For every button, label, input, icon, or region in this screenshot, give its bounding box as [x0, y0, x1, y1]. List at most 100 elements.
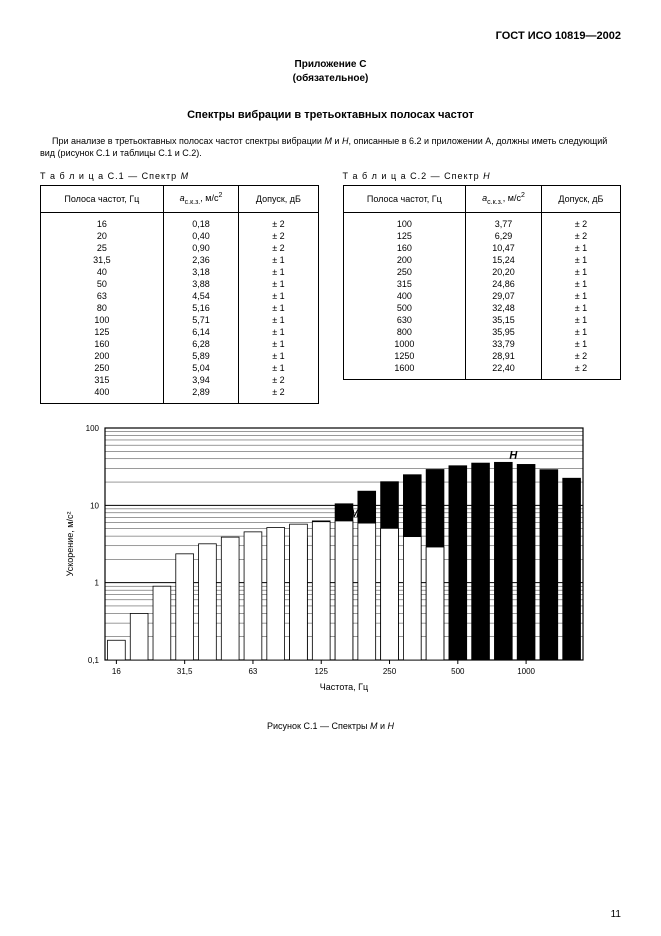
table-cell: ± 1	[239, 326, 318, 338]
table-cell: 3,77	[466, 213, 542, 231]
spectrum-chart: 0,11101001631,5631252505001000Ускорение,…	[61, 418, 601, 708]
table-cell: 0,40	[163, 230, 239, 242]
table-cell: 5,04	[163, 362, 239, 374]
table-row: 25020,20± 1	[343, 266, 621, 278]
chart-caption-h: H	[388, 721, 395, 731]
table-row: 1256,14± 1	[41, 326, 319, 338]
table-cell: 200	[41, 350, 164, 362]
table-row: 20015,24± 1	[343, 254, 621, 266]
svg-text:1: 1	[94, 579, 99, 588]
tables-row: Т а б л и ц а C.1 — Спектр M Полоса част…	[40, 171, 621, 404]
table-row: 160,18± 2	[41, 213, 319, 231]
table-cell: 1600	[343, 362, 466, 380]
table-c2-caption-letter: H	[483, 171, 491, 181]
table-cell: ± 2	[541, 213, 620, 231]
table-c2-h-acc-sub: с.к.з.	[487, 199, 503, 206]
table-cell: 28,91	[466, 350, 542, 362]
table-row: 1003,77± 2	[343, 213, 621, 231]
svg-text:M: M	[350, 508, 360, 520]
table-cell: 35,95	[466, 326, 542, 338]
table-cell: 50	[41, 278, 164, 290]
table-c1-h-tol: Допуск, дБ	[239, 186, 318, 213]
table-cell: 160	[343, 242, 466, 254]
table-cell: 10,47	[466, 242, 542, 254]
table-cell: ± 1	[541, 254, 620, 266]
table-row: 31,52,36± 1	[41, 254, 319, 266]
table-cell: 2,36	[163, 254, 239, 266]
table-cell: 200	[343, 254, 466, 266]
table-cell: ± 2	[541, 350, 620, 362]
table-cell: 2,89	[163, 386, 239, 404]
intro-letter-m: M	[324, 136, 332, 146]
table-cell: 31,5	[41, 254, 164, 266]
table-cell: 125	[41, 326, 164, 338]
table-c2-h-band: Полоса частот, Гц	[343, 186, 466, 213]
table-cell: 400	[41, 386, 164, 404]
table-cell: 20	[41, 230, 164, 242]
intro-paragraph: При анализе в третьоктавных полосах част…	[40, 135, 621, 159]
table-row: 250,90± 2	[41, 242, 319, 254]
table-row: 160022,40± 2	[343, 362, 621, 380]
table-cell: ± 2	[541, 230, 620, 242]
table-row: 31524,86± 1	[343, 278, 621, 290]
table-c2-h-acc-unit: , м/с	[503, 193, 521, 203]
table-cell: 63	[41, 290, 164, 302]
table-cell: ± 1	[239, 290, 318, 302]
table-c2-caption-prefix: Т а б л и ц а C.2 — Спектр	[343, 171, 484, 181]
table-row: 634,54± 1	[41, 290, 319, 302]
table-c2-caption: Т а б л и ц а C.2 — Спектр H	[343, 171, 622, 181]
svg-text:Частота, Гц: Частота, Гц	[319, 682, 367, 692]
table-row: 80035,95± 1	[343, 326, 621, 338]
table-cell: ± 1	[541, 338, 620, 350]
table-cell: 100	[41, 314, 164, 326]
table-cell: 20,20	[466, 266, 542, 278]
table-cell: 6,28	[163, 338, 239, 350]
table-row: 2505,04± 1	[41, 362, 319, 374]
table-row: 50032,48± 1	[343, 302, 621, 314]
table-row: 63035,15± 1	[343, 314, 621, 326]
table-cell: 24,86	[466, 278, 542, 290]
svg-text:500: 500	[451, 667, 465, 676]
svg-text:63: 63	[248, 667, 257, 676]
table-row: 403,18± 1	[41, 266, 319, 278]
table-cell: 16	[41, 213, 164, 231]
svg-text:125: 125	[314, 667, 328, 676]
table-cell: ± 2	[239, 386, 318, 404]
table-cell: ± 2	[239, 230, 318, 242]
table-row: 3153,94± 2	[41, 374, 319, 386]
svg-text:16: 16	[111, 667, 120, 676]
table-cell: ± 1	[541, 326, 620, 338]
table-row: 503,88± 1	[41, 278, 319, 290]
table-cell: 35,15	[466, 314, 542, 326]
table-cell: ± 1	[239, 338, 318, 350]
svg-text:100: 100	[85, 424, 99, 433]
table-cell: 500	[343, 302, 466, 314]
svg-text:1000: 1000	[517, 667, 535, 676]
table-cell: ± 1	[541, 242, 620, 254]
table-row: 1606,28± 1	[41, 338, 319, 350]
table-cell: 400	[343, 290, 466, 302]
table-cell: 0,90	[163, 242, 239, 254]
table-cell: ± 2	[239, 242, 318, 254]
table-cell: ± 1	[239, 278, 318, 290]
table-c2-h-acc-sup: 2	[521, 192, 525, 199]
table-cell: 125	[343, 230, 466, 242]
table-cell: 5,89	[163, 350, 239, 362]
table-cell: 100	[343, 213, 466, 231]
table-row: 200,40± 2	[41, 230, 319, 242]
svg-text:31,5: 31,5	[176, 667, 192, 676]
appendix-line-2: (обязательное)	[40, 72, 621, 86]
table-cell: 3,88	[163, 278, 239, 290]
table-c1-caption-letter: M	[181, 171, 190, 181]
table-c2-h-tol: Допуск, дБ	[541, 186, 620, 213]
table-c2: Полоса частот, Гц aс.к.з., м/с2 Допуск, …	[343, 185, 622, 380]
section-title: Спектры вибрации в третьоктавных полосах…	[40, 109, 621, 121]
table-cell: 5,16	[163, 302, 239, 314]
table-cell: ± 2	[541, 362, 620, 380]
chart-wrap: 0,11101001631,5631252505001000Ускорение,…	[61, 418, 601, 731]
table-c1-h-acc: aс.к.з., м/с2	[163, 186, 239, 213]
intro-and: и	[332, 136, 342, 146]
table-cell: ± 1	[239, 266, 318, 278]
table-cell: 250	[41, 362, 164, 374]
svg-text:250: 250	[382, 667, 396, 676]
